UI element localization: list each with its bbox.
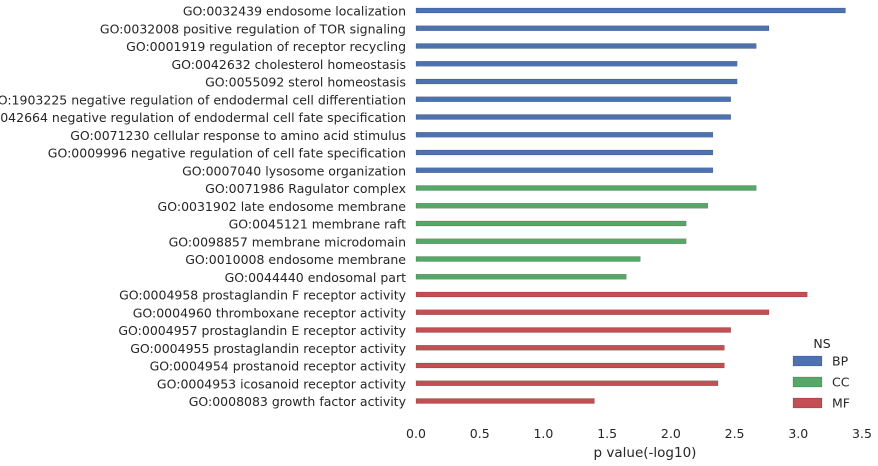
bar-mf [415,309,770,315]
bar-bp [415,7,846,14]
bar-cc [415,185,757,191]
category-label: GO:0071986 Ragulator complex [205,181,406,196]
x-tick-label: 0.5 [470,426,490,441]
legend-label-cc: CC [832,375,850,390]
x-tick-label: 2.5 [725,426,745,441]
bars-layer [415,7,846,404]
bar-cc [415,203,709,209]
category-label: GO:0004954 prostanoid receptor activity [150,359,407,374]
bar-bp [415,61,738,67]
legend-swatch-cc [792,376,823,388]
category-label: GO:0044440 endosomal part [225,270,407,285]
x-axis: 0.0 0.5 1.0 1.5 2.0 2.5 3.0 3.5 [406,426,872,441]
x-tick-label: 1.5 [597,426,617,441]
bar-mf [415,398,595,404]
bar-bp [415,43,757,49]
category-label: GO:0004958 prostaglandin F receptor acti… [119,288,407,303]
bar-bp [415,96,731,102]
bar-mf [415,362,725,369]
x-tick-label: 1.0 [533,426,553,441]
x-tick-label: 2.0 [661,426,681,441]
bar-bp [415,114,731,120]
legend-swatch-mf [792,397,823,409]
category-label: GO:0008083 growth factor activity [189,394,407,409]
category-label: GO:0032439 endosome localization [183,4,406,19]
bar-cc [415,220,687,227]
bar-mf [415,380,719,386]
category-label: GO:0001919 regulation of receptor recycl… [126,39,406,54]
x-tick-label: 0.0 [406,426,426,441]
bar-cc [415,238,687,244]
legend: NS BP CC MF [792,336,850,411]
category-label: GO:0009996 negative regulation of cell f… [48,146,406,161]
category-label: GO:0042632 cholesterol homeostasis [172,57,407,72]
category-label: GO:0031902 late endosome membrane [158,199,407,214]
category-label: GO:0004960 thromboxane receptor activity [133,305,407,320]
category-label: GO:0071230 cellular response to amino ac… [70,128,406,143]
category-labels: GO:0032439 endosome localization GO:00320… [0,4,407,410]
legend-title: NS [813,336,830,351]
category-label: GO:0004955 prostaglandin receptor activi… [130,341,406,356]
bar-bp [415,25,770,31]
x-tick-label: 3.5 [852,426,872,441]
bar-bp [415,78,738,85]
category-label: GO:0010008 endosome membrane [185,252,406,267]
category-label: GO:0032008 positive regulation of TOR si… [100,21,406,36]
bar-mf [415,327,731,333]
legend-label-bp: BP [832,354,849,369]
x-axis-title: p value(-log10) [594,445,697,461]
category-label: GO:0045121 membrane raft [229,217,407,232]
category-label: GO:0042664 negative regulation of endode… [0,110,406,125]
category-label: GO:0007040 lysosome organization [182,163,406,178]
bar-bp [415,167,714,173]
x-tick-label: 3.0 [788,426,808,441]
bar-mf [415,291,808,298]
bar-cc [415,256,641,262]
legend-label-mf: MF [832,396,850,411]
category-label: GO:1903225 negative regulation of endode… [0,92,406,107]
category-label: GO:0098857 membrane microdomain [169,234,406,249]
bar-bp [415,149,714,156]
bar-mf [415,345,725,351]
bar-cc [415,274,627,280]
category-label: GO:0004953 icosanoid receptor activity [157,376,407,391]
category-label: GO:0055092 sterol homeostasis [205,75,406,90]
legend-swatch-bp [792,355,823,367]
category-label: GO:0004957 prostaglandin E receptor acti… [118,323,406,338]
bar-bp [415,132,714,138]
